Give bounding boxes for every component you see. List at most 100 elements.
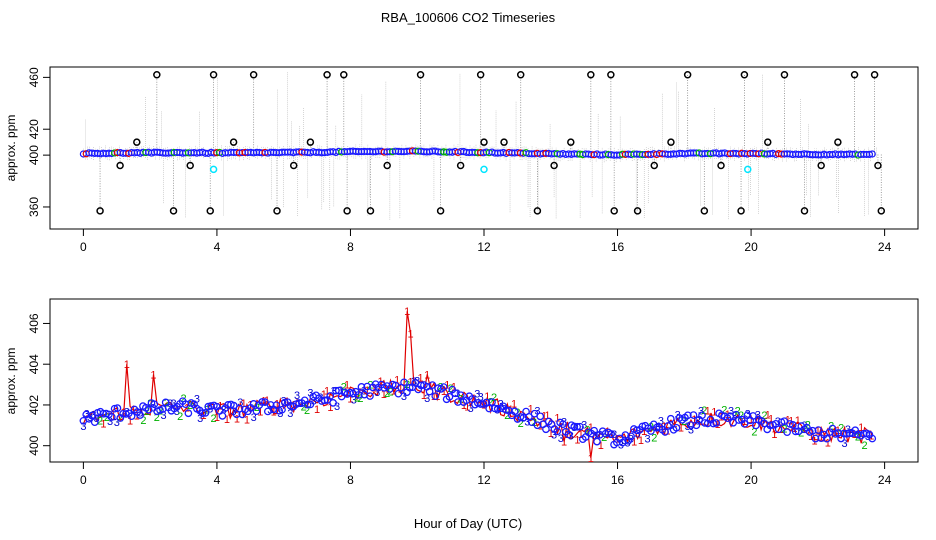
mean-point xyxy=(845,429,854,438)
y-tick-label: 400 xyxy=(27,145,41,165)
outlier-point xyxy=(366,207,375,215)
mean-point xyxy=(357,383,366,391)
series-glyph: 3 xyxy=(84,409,90,421)
mean-point xyxy=(590,426,599,435)
series-glyph: 1 xyxy=(371,382,377,394)
series-glyph: 1 xyxy=(241,398,247,410)
series-glyph: 2 xyxy=(147,398,153,410)
outlier-point xyxy=(717,161,725,170)
series-glyph: 2 xyxy=(584,424,590,436)
series-glyph: 3 xyxy=(107,416,113,428)
series-glyph: 2 xyxy=(761,410,767,422)
mean-point xyxy=(207,402,215,410)
series-glyph: 1 xyxy=(598,440,604,452)
panel-bottom-timeseries: 3333321231321311132223223233322123331232… xyxy=(4,298,919,531)
series-glyph: 3 xyxy=(558,433,564,445)
mean-point xyxy=(445,392,454,401)
series-glyph: 1 xyxy=(324,385,330,397)
y-tick-label: 460 xyxy=(27,67,41,87)
series-glyph: 3 xyxy=(688,425,694,437)
panel-top-timeseries: 0 4 8 12 16 20 24 360 400 420 460 approx. ppm xyxy=(4,66,919,254)
y-tick-label: 420 xyxy=(27,119,41,139)
series-1-spike: 1 xyxy=(124,359,130,371)
y-tick-label: 400 xyxy=(27,435,41,455)
series-glyph: 1 xyxy=(284,396,290,408)
mean-point xyxy=(808,426,817,435)
panel-bottom-y-axis-label: approx. ppm xyxy=(4,348,18,415)
cyan-point xyxy=(209,165,218,174)
series-glyph: 3 xyxy=(411,376,417,388)
mean-point xyxy=(510,407,519,416)
mean-point xyxy=(740,419,749,428)
outlier-point xyxy=(476,71,485,79)
series-glyph: 2 xyxy=(751,427,757,439)
mean-point xyxy=(752,421,760,430)
series-glyph: 1 xyxy=(818,431,824,443)
mean-point xyxy=(107,413,116,421)
outlier-point xyxy=(683,71,692,79)
outlier-point xyxy=(133,138,141,146)
series-1-spike: 1 xyxy=(424,369,430,381)
series-glyph: 3 xyxy=(478,392,484,404)
series-glyph: 1 xyxy=(127,416,133,428)
outlier-point xyxy=(340,71,348,79)
outlier-point xyxy=(650,161,659,170)
outlier-point xyxy=(567,138,575,146)
series-glyph: 3 xyxy=(731,411,737,423)
series-glyph: 3 xyxy=(114,417,120,429)
x-tick-label: 20 xyxy=(744,240,758,254)
series-glyph: 3 xyxy=(307,388,313,400)
mean-point xyxy=(647,427,655,435)
mean-point xyxy=(868,434,877,443)
mean-point xyxy=(664,422,672,430)
y-tick-label: 360 xyxy=(27,197,41,217)
y-tick-label: 402 xyxy=(27,395,41,415)
series-glyph: 2 xyxy=(154,412,160,424)
mean-point xyxy=(144,405,153,414)
mean-point xyxy=(329,399,337,407)
outlier-point xyxy=(273,207,281,215)
series-glyph: 2 xyxy=(518,418,524,430)
series-glyph: 1 xyxy=(825,437,831,449)
series-glyph: 3 xyxy=(424,393,430,405)
mean-point xyxy=(527,418,536,427)
series-glyph: 1 xyxy=(344,379,350,391)
series-glyph: 3 xyxy=(374,387,380,399)
mean-point xyxy=(252,407,261,416)
outlier-point xyxy=(436,207,445,215)
series-glyph: 3 xyxy=(728,406,734,418)
mean-point xyxy=(354,391,363,399)
series-glyph: 1 xyxy=(347,394,353,406)
series-glyph: 1 xyxy=(244,414,250,426)
cyan-point xyxy=(743,165,752,174)
series-glyph: 2 xyxy=(354,393,360,405)
series-glyph: 1 xyxy=(314,404,320,416)
series-glyph: 2 xyxy=(301,401,307,413)
mean-point xyxy=(278,405,286,414)
mean-point xyxy=(607,430,616,438)
series-glyph: 1 xyxy=(511,398,517,410)
series-glyph: 1 xyxy=(574,434,580,446)
mean-point xyxy=(456,391,465,400)
series-glyph: 1 xyxy=(554,412,560,424)
series-glyph: 3 xyxy=(581,419,587,431)
series-glyph: 1 xyxy=(418,372,424,384)
x-tick-label: 24 xyxy=(878,240,892,254)
series-glyph: 3 xyxy=(474,389,480,401)
series-glyph: 3 xyxy=(594,430,600,442)
series-glyph: 3 xyxy=(80,421,86,433)
series-glyph: 1 xyxy=(578,429,584,441)
y-tick-label: 404 xyxy=(27,354,41,374)
series-1-spike: 1 xyxy=(150,369,156,381)
mean-point xyxy=(394,389,403,398)
series-glyph: 2 xyxy=(838,422,844,434)
mean-point xyxy=(425,387,434,396)
outlier-point xyxy=(480,138,488,146)
outlier-point xyxy=(764,138,772,146)
series-glyph: 3 xyxy=(174,406,180,418)
series-glyph: 1 xyxy=(264,395,270,407)
series-glyph: 1 xyxy=(641,426,647,438)
series-glyph: 1 xyxy=(431,391,437,403)
x-tick-label: 16 xyxy=(611,240,625,254)
series-glyph: 1 xyxy=(397,384,403,396)
